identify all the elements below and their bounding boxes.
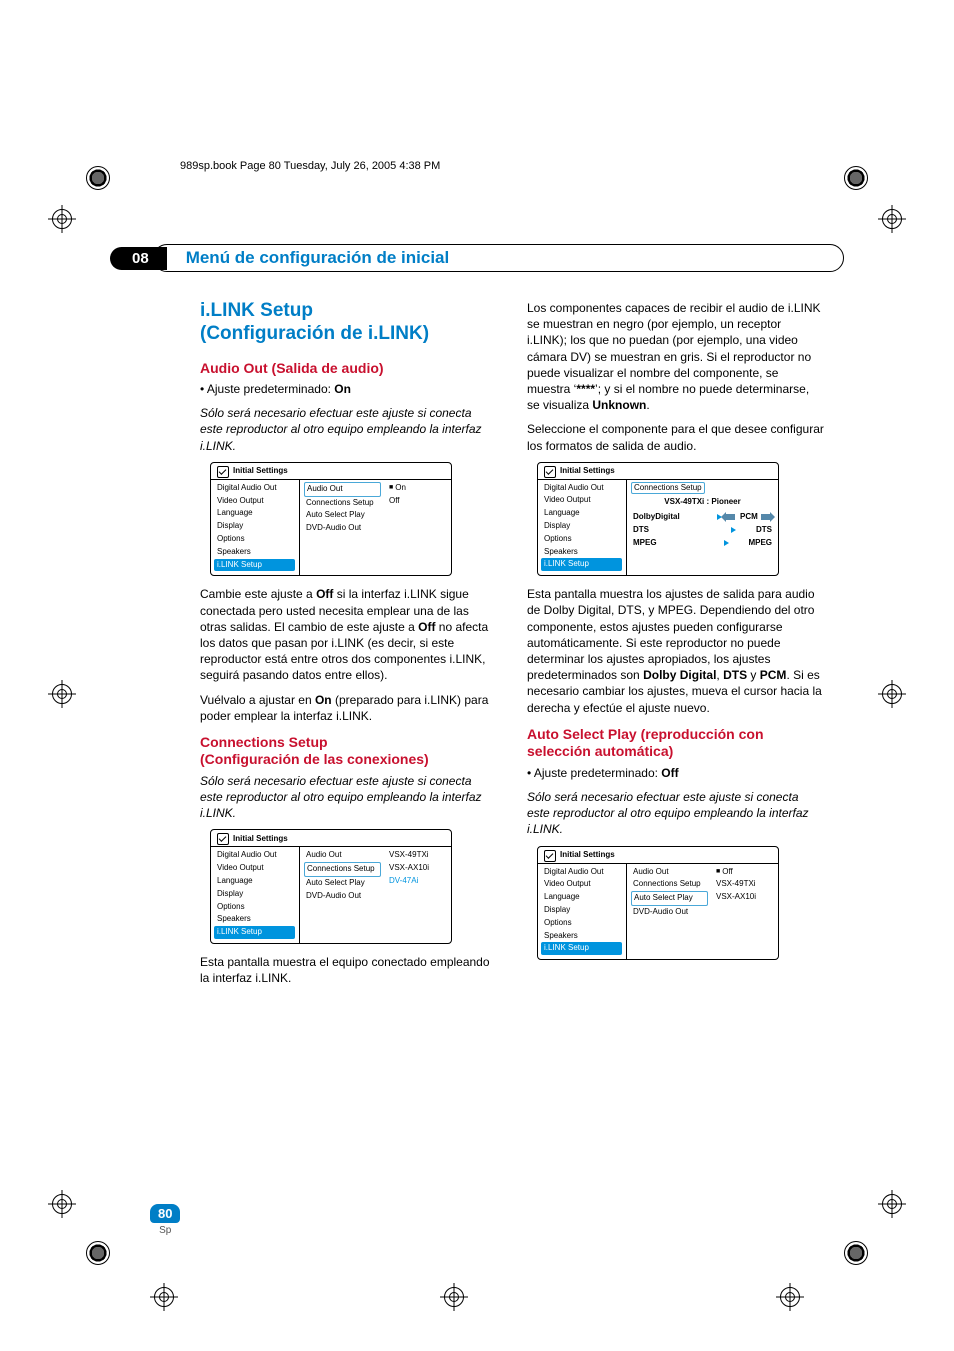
- content: i.LINK Setup (Configuración de i.LINK) A…: [200, 300, 824, 994]
- components-p2: Seleccione el componente para el que des…: [527, 421, 824, 453]
- connections-heading: Connections Setup(Configuración de las c…: [200, 734, 497, 769]
- chapter-title-wrap: Menú de configuración de inicial: [153, 244, 844, 272]
- audio-default-bullet: • Ajuste predeterminado: On: [200, 381, 497, 397]
- left-column: i.LINK Setup (Configuración de i.LINK) A…: [200, 300, 497, 994]
- menu-categories: Digital Audio OutVideo OutputLanguageDis…: [538, 480, 627, 576]
- audio-out-heading: Audio Out (Salida de audio): [200, 360, 497, 378]
- menu-title: Initial Settings: [211, 830, 451, 846]
- menu-title: Initial Settings: [211, 463, 451, 479]
- components-p1: Los componentes capaces de recibir el au…: [527, 300, 824, 413]
- menu-categories: Digital Audio OutVideo OutputLanguageDis…: [211, 847, 300, 943]
- reg-corner-tl: [60, 140, 110, 190]
- menu-title: Initial Settings: [538, 847, 778, 863]
- menu-title: Initial Settings: [538, 463, 778, 479]
- page-number: 80: [150, 1204, 180, 1223]
- page: 989sp.book Page 80 Tuesday, July 26, 200…: [0, 0, 954, 1351]
- menu-formats: Initial Settings Digital Audio OutVideo …: [537, 462, 779, 577]
- menu-options: Audio OutConnections SetupAuto Select Pl…: [627, 864, 712, 960]
- reg-mark: [150, 1283, 178, 1311]
- chapter-number: 08: [110, 247, 167, 270]
- menu-options: Audio OutConnections SetupAuto Select Pl…: [300, 847, 385, 943]
- print-header: 989sp.book Page 80 Tuesday, July 26, 200…: [180, 160, 440, 172]
- audio-note: Sólo será necesario efectuar este ajuste…: [200, 405, 497, 454]
- autoselect-note: Sólo será necesario efectuar este ajuste…: [527, 789, 824, 838]
- menu-values: VSX-49TXiVSX-AX10iDV-47Ai: [385, 847, 451, 943]
- connections-p: Esta pantalla muestra el equipo conectad…: [200, 954, 497, 986]
- chapter-header: 08 Menú de configuración de inicial: [110, 245, 844, 271]
- audio-p1: Cambie este ajuste a Off si la interfaz …: [200, 586, 497, 683]
- reg-corner-bl: [60, 1241, 110, 1291]
- lang-label: Sp: [150, 1225, 180, 1236]
- reg-mark: [878, 680, 906, 708]
- ilink-heading: i.LINK Setup (Configuración de i.LINK): [200, 300, 497, 346]
- settings-icon: [544, 850, 556, 862]
- reg-mark: [878, 205, 906, 233]
- formats-rows: DolbyDigital PCM DTS DTSMPEG MPEG: [631, 511, 774, 549]
- reg-mark: [48, 680, 76, 708]
- menu-formats-panel: Connections Setup VSX-49TXi : Pioneer Do…: [627, 480, 778, 576]
- autoselect-heading: Auto Select Play (reproducción conselecc…: [527, 726, 824, 761]
- chapter-title: Menú de configuración de inicial: [186, 248, 450, 268]
- menu-values: OffVSX-49TXiVSX-AX10i: [712, 864, 778, 960]
- formats-p: Esta pantalla muestra los ajustes de sal…: [527, 586, 824, 716]
- reg-mark: [440, 1283, 468, 1311]
- connections-note: Sólo será necesario efectuar este ajuste…: [200, 773, 497, 822]
- menu-values: OnOff: [385, 480, 451, 576]
- menu-connections: Initial Settings Digital Audio OutVideo …: [210, 829, 452, 944]
- settings-icon: [217, 466, 229, 478]
- reg-corner-br: [844, 1241, 894, 1291]
- menu-options: Audio OutConnections SetupAuto Select Pl…: [300, 480, 385, 576]
- right-column: Los componentes capaces de recibir el au…: [527, 300, 824, 994]
- autoselect-bullet: • Ajuste predeterminado: Off: [527, 765, 824, 781]
- audio-p2: Vuélvalo a ajustar en On (preparado para…: [200, 692, 497, 724]
- settings-icon: [217, 833, 229, 845]
- reg-corner-tr: [844, 140, 894, 190]
- reg-mark: [776, 1283, 804, 1311]
- menu-categories: Digital Audio OutVideo OutputLanguageDis…: [538, 864, 627, 960]
- formats-title: Connections Setup: [631, 482, 705, 495]
- reg-mark: [48, 205, 76, 233]
- page-number-box: 80 Sp: [150, 1204, 180, 1236]
- reg-mark: [878, 1190, 906, 1218]
- menu-audio-out: Initial Settings Digital Audio OutVideo …: [210, 462, 452, 577]
- menu-categories: Digital Audio OutVideo OutputLanguageDis…: [211, 480, 300, 576]
- menu-autoselect: Initial Settings Digital Audio OutVideo …: [537, 846, 779, 961]
- reg-mark: [48, 1190, 76, 1218]
- formats-subtitle: VSX-49TXi : Pioneer: [631, 497, 774, 508]
- settings-icon: [544, 466, 556, 478]
